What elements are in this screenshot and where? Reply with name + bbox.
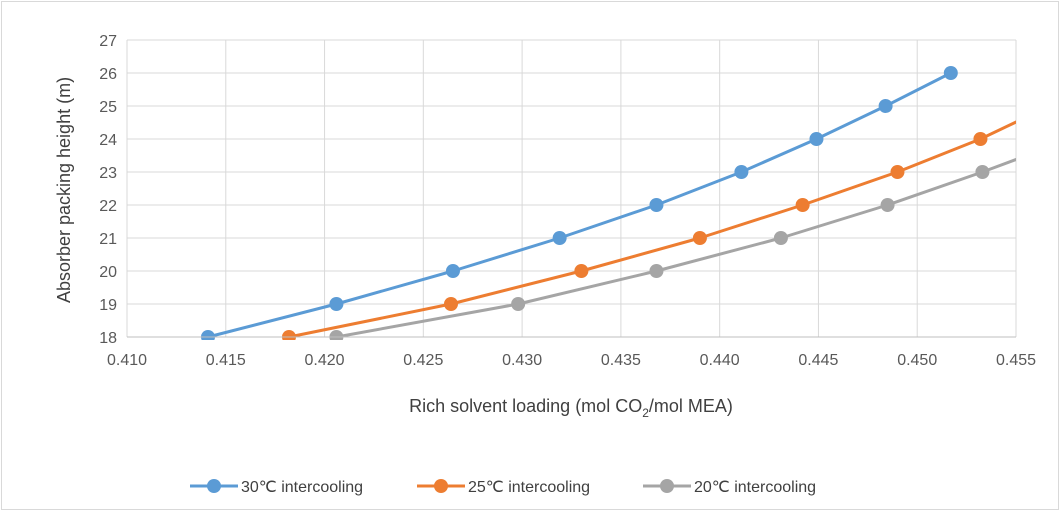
x-axis-title-prefix: Rich solvent loading (mol CO [409,396,642,416]
legend-label: 30℃ intercooling [241,479,363,496]
data-point [692,231,707,245]
y-tick-label: 25 [99,99,117,116]
legend: 30℃ intercooling 25℃ intercooling 20℃ inte… [190,479,816,496]
data-point [878,99,893,113]
x-axis-title-suffix: /mol MEA) [649,396,733,416]
y-tick-label: 27 [99,33,117,50]
series-2 [281,99,1057,340]
y-axis-title: Absorber packing height (m) [54,77,74,303]
series-line [288,120,1016,339]
y-tick-label: 22 [99,198,117,215]
data-point [975,165,990,179]
x-tick-label: 0.435 [601,352,641,369]
data-point [443,297,458,311]
x-tick-label: 0.455 [996,352,1036,369]
x-tick-label: 0.445 [798,352,838,369]
data-point [200,330,215,340]
x-tick-label: 0.410 [107,352,147,369]
x-tick-label: 0.425 [403,352,443,369]
y-tick-label: 26 [99,66,117,83]
data-point [281,330,296,340]
series-layer [200,66,1057,340]
legend-label: 25℃ intercooling [468,479,590,496]
y-tick-label: 21 [99,231,117,248]
data-point [574,264,589,278]
data-point [973,132,988,146]
x-axis-title: Rich solvent loading (mol CO2/mol MEA) [409,396,733,420]
data-point [880,198,895,212]
data-point [552,231,567,245]
legend-item: 20℃ intercooling [643,479,816,496]
x-tick-label: 0.450 [897,352,937,369]
legend-marker [660,479,674,493]
series-3 [329,157,1016,340]
series-1 [200,66,958,340]
legend-item: 30℃ intercooling [190,479,363,496]
axes: 0.410 0.415 0.420 0.425 0.430 0.435 0.440 0.445… [99,33,1036,369]
data-point [329,330,344,340]
y-tick-label: 20 [99,264,117,281]
x-axis-title-subscript: 2 [642,406,649,420]
y-tick-label: 24 [99,132,117,149]
data-point [511,297,526,311]
data-point [890,165,905,179]
x-tick-label: 0.430 [502,352,542,369]
data-point [795,198,810,212]
x-tick-label: 0.440 [700,352,740,369]
legend-label: 20℃ intercooling [694,479,816,496]
data-point [445,264,460,278]
data-point [809,132,824,146]
x-tick-label: 0.415 [206,352,246,369]
y-tick-label: 23 [99,165,117,182]
data-point [649,264,664,278]
legend-marker [434,479,448,493]
data-point [329,297,344,311]
y-tick-label: 18 [99,330,117,347]
data-point [1043,99,1057,113]
data-point [734,165,749,179]
data-point [773,231,788,245]
data-point [649,198,664,212]
data-point [943,66,958,80]
y-tick-label: 19 [99,297,117,314]
x-tick-label: 0.420 [305,352,345,369]
legend-marker [207,479,221,493]
legend-item: 25℃ intercooling [417,479,590,496]
